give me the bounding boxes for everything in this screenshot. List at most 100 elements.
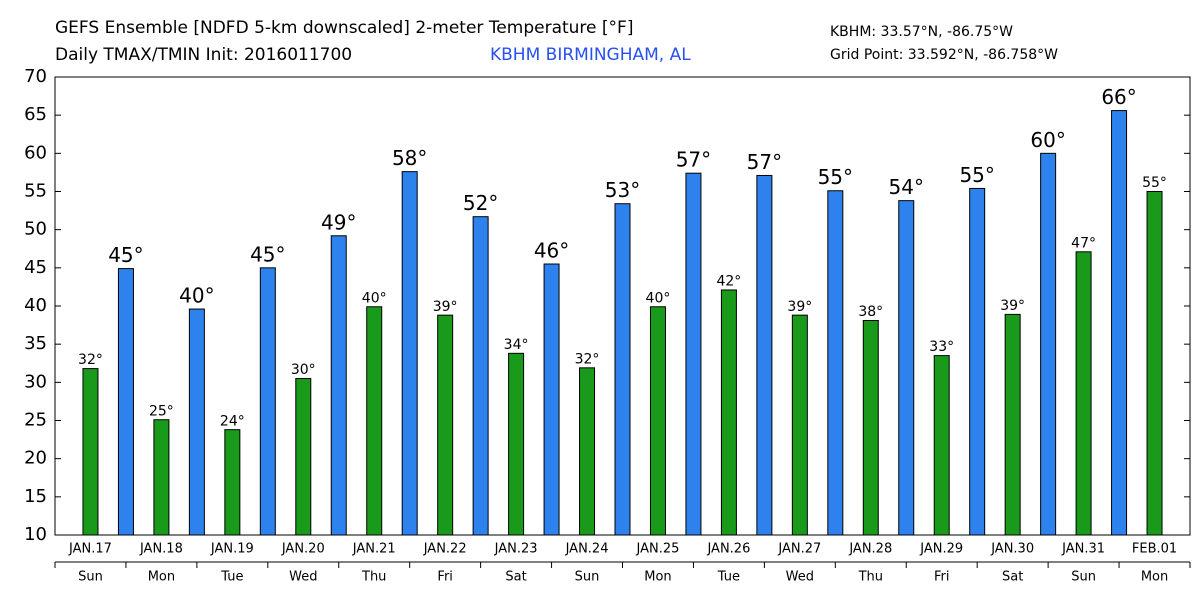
value-label: 39°: [433, 299, 458, 315]
bar: [579, 367, 596, 536]
y-tick-label: 10: [24, 524, 47, 545]
weekday-label: Sun: [575, 570, 600, 585]
weekday-label: Mon: [1141, 570, 1168, 585]
date-label: JAN.25: [636, 542, 680, 557]
y-tick-label: 65: [24, 104, 47, 125]
value-label: 38°: [858, 304, 883, 320]
y-tick-label: 30: [24, 371, 47, 392]
bar: [366, 306, 383, 536]
bar: [862, 320, 879, 536]
value-label: 39°: [1000, 298, 1025, 314]
value-label: 32°: [575, 351, 600, 367]
value-label: 39°: [787, 299, 812, 315]
weekday-label: Thu: [361, 570, 386, 585]
bar: [614, 203, 631, 536]
bar: [472, 216, 489, 536]
bar: [508, 352, 525, 536]
bar: [295, 378, 312, 536]
value-label: 54°: [889, 175, 924, 199]
value-label: 58°: [392, 146, 427, 170]
value-label: 42°: [716, 274, 741, 290]
value-label: 55°: [818, 165, 853, 189]
bar: [117, 268, 134, 536]
bar: [1146, 191, 1163, 536]
date-label: JAN.24: [565, 542, 609, 557]
value-label: 57°: [747, 150, 782, 174]
y-tick-label: 70: [24, 66, 47, 87]
value-label: 45°: [108, 243, 143, 267]
bar: [685, 172, 702, 536]
weekday-label: Wed: [786, 570, 814, 585]
value-label: 40°: [362, 290, 387, 306]
weekday-label: Fri: [934, 570, 950, 585]
y-tick-label: 60: [24, 142, 47, 163]
weekday-label: Sun: [1071, 570, 1096, 585]
date-label: JAN.19: [210, 542, 254, 557]
value-label: 55°: [1142, 175, 1167, 191]
bar: [224, 429, 241, 536]
value-label: 34°: [504, 337, 529, 353]
y-tick-label: 45: [24, 257, 47, 278]
y-tick-label: 35: [24, 333, 47, 354]
value-label: 47°: [1071, 235, 1096, 251]
bar: [720, 289, 737, 536]
y-tick-label: 55: [24, 181, 47, 202]
date-label: JAN.21: [352, 542, 396, 557]
bar: [1004, 313, 1021, 536]
weekday-label: Sat: [1002, 570, 1023, 585]
bar: [827, 190, 844, 536]
y-tick-label: 15: [24, 486, 47, 507]
bar: [543, 263, 560, 536]
value-label: 30°: [291, 362, 316, 378]
bar: [649, 306, 666, 536]
weekday-label: Wed: [289, 570, 317, 585]
bar: [1075, 251, 1092, 536]
date-label: JAN.29: [919, 542, 963, 557]
bar: [401, 171, 418, 536]
y-tick-label: 25: [24, 410, 47, 431]
bar: [188, 308, 205, 536]
grid-point: Grid Point: 33.592°N, -86.758°W: [830, 47, 1058, 63]
value-label: 55°: [959, 163, 994, 187]
weekday-label: Tue: [717, 570, 740, 585]
bar: [437, 314, 454, 536]
value-label: 52°: [463, 191, 498, 215]
bar: [969, 187, 986, 536]
value-label: 33°: [929, 339, 954, 355]
y-tick-label: 50: [24, 219, 47, 240]
value-label: 32°: [78, 352, 103, 368]
bar: [756, 174, 773, 536]
date-label: JAN.18: [139, 542, 183, 557]
bar: [898, 200, 915, 536]
bar: [259, 267, 276, 536]
date-label: JAN.27: [777, 542, 821, 557]
weekday-label: Sun: [78, 570, 103, 585]
bar: [791, 314, 808, 536]
value-label: 46°: [534, 239, 569, 263]
chart-subtitle: Daily TMAX/TMIN Init: 2016011700: [55, 45, 352, 65]
weekday-label: Thu: [858, 570, 883, 585]
date-label: JAN.23: [494, 542, 538, 557]
date-label: JAN.20: [281, 542, 325, 557]
date-label: JAN.22: [423, 542, 467, 557]
y-tick-label: 20: [24, 448, 47, 469]
date-label: JAN.28: [848, 542, 892, 557]
bar: [1040, 152, 1057, 536]
bar: [933, 355, 950, 536]
station-name: KBHM BIRMINGHAM, AL: [490, 45, 691, 65]
date-label: JAN.26: [706, 542, 750, 557]
weekday-label: Fri: [437, 570, 453, 585]
date-label: JAN.31: [1061, 542, 1105, 557]
value-label: 60°: [1030, 128, 1065, 152]
station-location: KBHM: 33.57°N, -86.75°W: [830, 24, 1013, 40]
value-label: 45°: [250, 242, 285, 266]
value-label: 25°: [149, 403, 174, 419]
weekday-label: Mon: [148, 570, 175, 585]
value-label: 24°: [220, 413, 245, 429]
date-label: FEB.01: [1132, 542, 1177, 557]
bar: [153, 419, 170, 536]
date-label: JAN.17: [68, 542, 112, 557]
y-tick-label: 40: [24, 295, 47, 316]
